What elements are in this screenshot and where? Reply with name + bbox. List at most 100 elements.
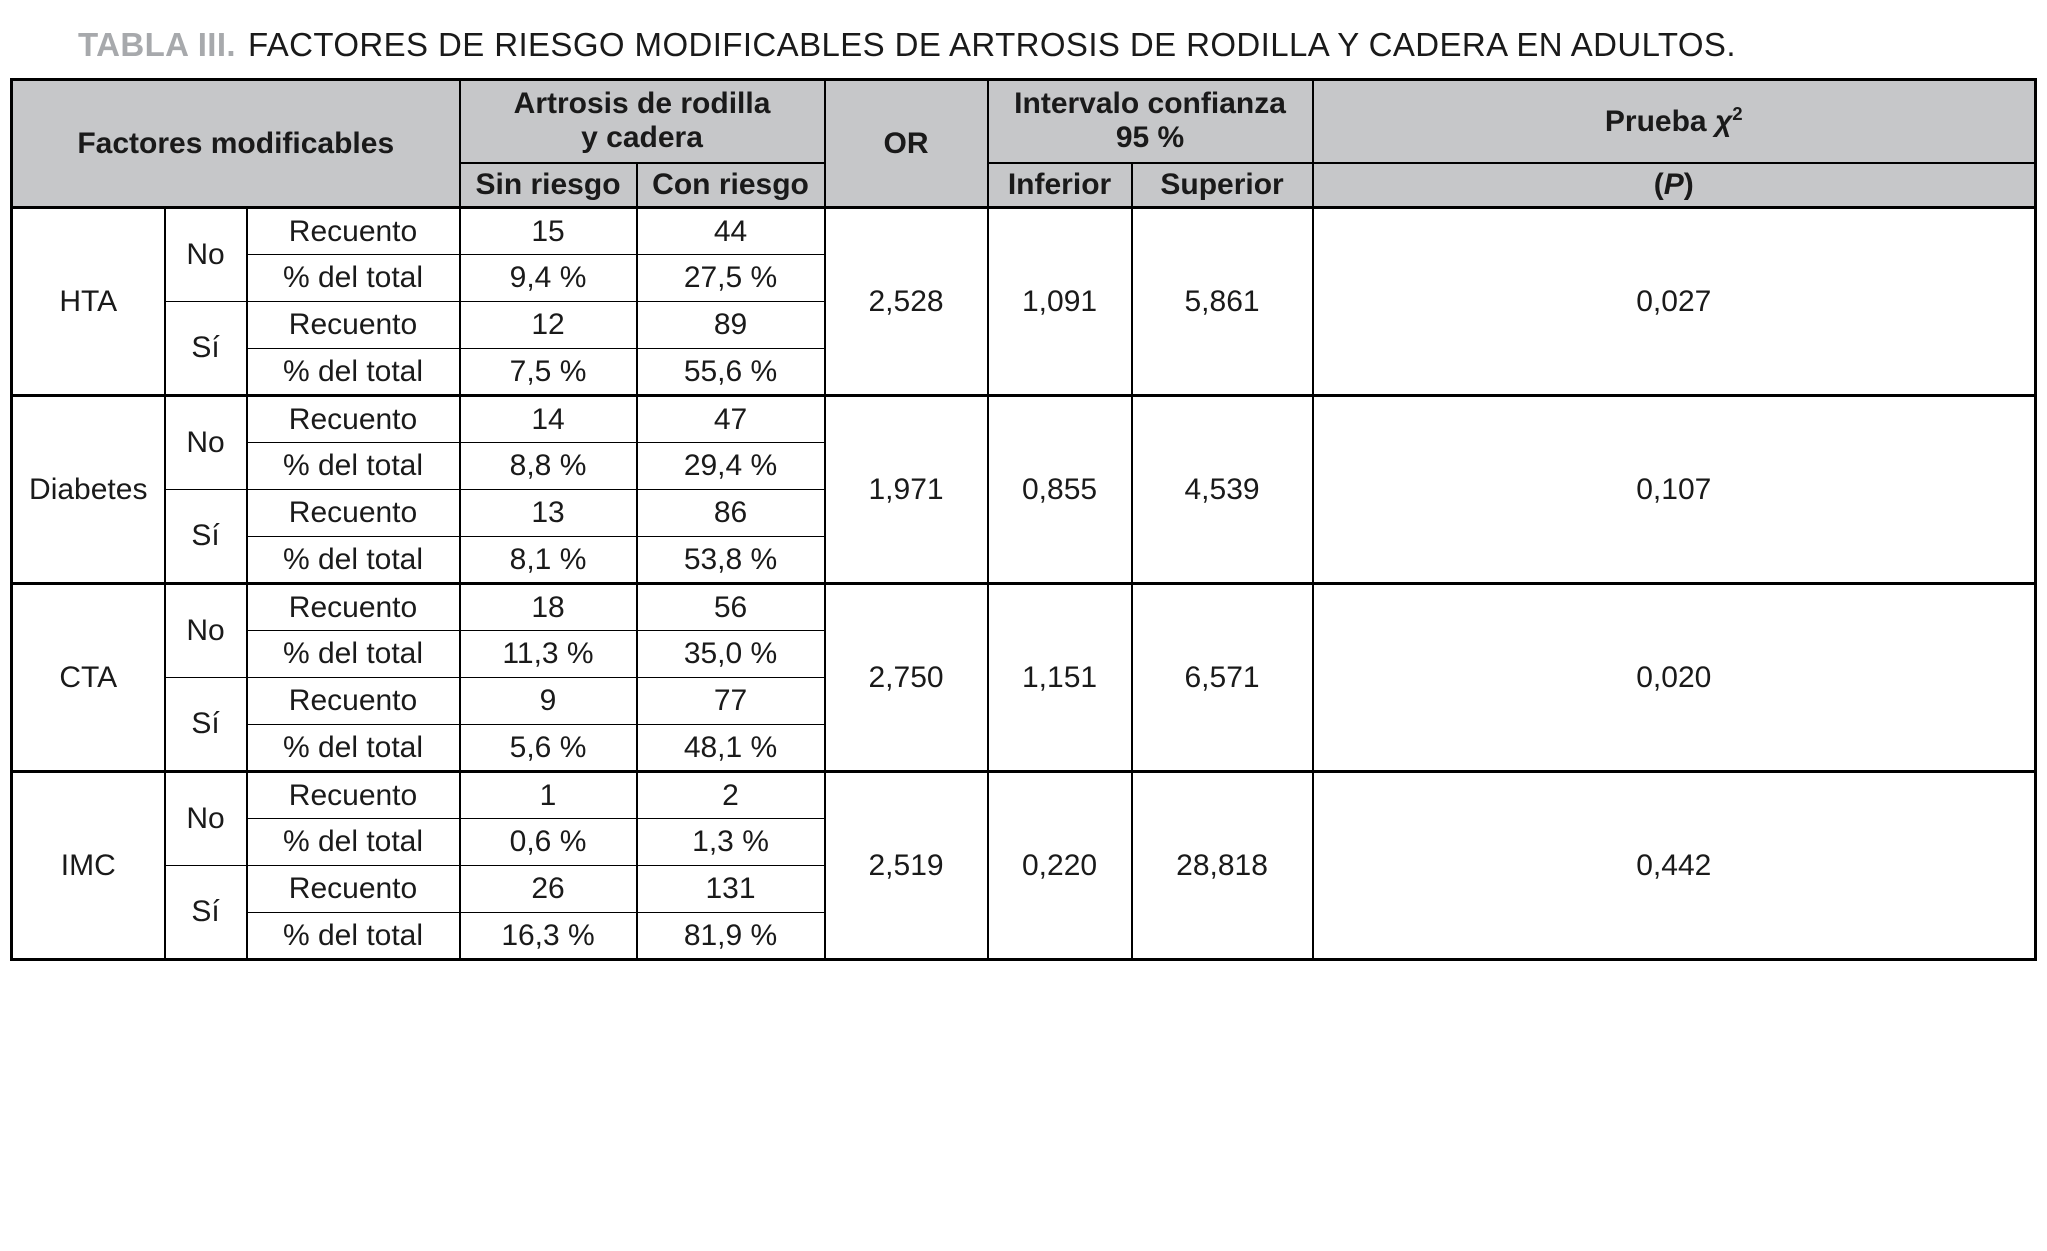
con-riesgo-value-cell: 27,5 % <box>635 254 826 302</box>
header-prueba-chi2: Prueba χ2 <box>1311 78 2037 164</box>
factor-cell: IMC <box>10 770 166 960</box>
header-factores-modificables: Factores modificables <box>10 78 461 209</box>
sin-riesgo-value-cell: 5,6 % <box>458 724 638 772</box>
si-label-cell: Sí <box>163 865 248 960</box>
ci-inferior-value-cell: 0,220 <box>986 770 1133 960</box>
table-row: % del total 8,8 % 29,4 % <box>12 442 2036 490</box>
chi-exponent: 2 <box>1732 103 1743 125</box>
con-riesgo-value-cell: 48,1 % <box>635 724 826 772</box>
ci-superior-value-cell: 28,818 <box>1130 770 1314 960</box>
header-artrosis: Artrosis de rodilla y cadera <box>458 78 826 164</box>
factor-cell: CTA <box>10 582 166 772</box>
header-inferior: Inferior <box>986 161 1133 209</box>
con-riesgo-value-cell: 131 <box>635 865 826 913</box>
header-intervalo-line1: Intervalo confianza <box>1014 86 1286 120</box>
si-label-cell: Sí <box>163 301 248 396</box>
table-row: % del total 16,3 % 81,9 % <box>12 912 2036 960</box>
p-value-cell: 0,107 <box>1311 394 2037 584</box>
con-riesgo-value-cell: 81,9 % <box>635 912 826 960</box>
no-label-cell: No <box>163 206 248 302</box>
con-riesgo-value-cell: 35,0 % <box>635 630 826 678</box>
con-riesgo-value-cell: 86 <box>635 489 826 537</box>
table-row: Diabetes No Recuento 14 47 1,971 0,855 4… <box>10 394 2037 584</box>
pct-label-cell: % del total <box>245 254 461 302</box>
con-riesgo-value-cell: 53,8 % <box>635 536 826 584</box>
sin-riesgo-value-cell: 9,4 % <box>458 254 638 302</box>
sin-riesgo-value-cell: 14 <box>458 394 638 443</box>
sin-riesgo-value-cell: 8,1 % <box>458 536 638 584</box>
table-row: % del total 11,3 % 35,0 % <box>12 630 2036 678</box>
header-p-value: (P) <box>1311 161 2037 209</box>
header-prueba-text: Prueba <box>1604 105 1707 139</box>
con-riesgo-value-cell: 44 <box>635 206 826 255</box>
table-row: Sí Recuento 12 89 <box>12 301 2036 396</box>
or-value-cell: 1,971 <box>823 394 989 584</box>
pct-label-cell: % del total <box>245 630 461 678</box>
header-superior: Superior <box>1130 161 1314 209</box>
sin-riesgo-value-cell: 11,3 % <box>458 630 638 678</box>
or-value-cell: 2,750 <box>823 582 989 772</box>
or-value-cell: 2,519 <box>823 770 989 960</box>
table-row: % del total 9,4 % 27,5 % <box>12 254 2036 302</box>
sin-riesgo-value-cell: 1 <box>458 770 638 819</box>
chi-symbol: χ <box>1714 105 1733 139</box>
table-row: % del total 7,5 % 55,6 % <box>12 348 2036 396</box>
sin-riesgo-value-cell: 13 <box>458 489 638 537</box>
factor-cell: HTA <box>10 206 166 396</box>
recuento-label-cell: Recuento <box>245 301 461 349</box>
no-label-cell: No <box>163 394 248 490</box>
header-artrosis-line1: Artrosis de rodilla <box>513 86 771 120</box>
factor-cell: Diabetes <box>10 394 166 584</box>
header-artrosis-line2: y cadera <box>581 121 703 155</box>
sin-riesgo-value-cell: 9 <box>458 677 638 725</box>
recuento-label-cell: Recuento <box>245 489 461 537</box>
si-label-cell: Sí <box>163 489 248 584</box>
header-row-main: Factores modificables Artrosis de rodill… <box>10 78 2037 209</box>
sin-riesgo-value-cell: 0,6 % <box>458 818 638 866</box>
ci-superior-value-cell: 6,571 <box>1130 582 1314 772</box>
con-riesgo-value-cell: 55,6 % <box>635 348 826 396</box>
con-riesgo-value-cell: 56 <box>635 582 826 631</box>
p-value-cell: 0,020 <box>1311 582 2037 772</box>
sin-riesgo-value-cell: 16,3 % <box>458 912 638 960</box>
table-row: HTA No Recuento 15 44 2,528 1,091 5,861 … <box>10 206 2037 396</box>
no-label-cell: No <box>163 770 248 866</box>
header-row-sub: Sin riesgo Con riesgo Inferior Superior … <box>12 161 2037 209</box>
ci-superior-value-cell: 5,861 <box>1130 206 1314 396</box>
or-value-cell: 2,528 <box>823 206 989 396</box>
recuento-label-cell: Recuento <box>245 770 461 819</box>
sin-riesgo-value-cell: 15 <box>458 206 638 255</box>
sin-riesgo-value-cell: 18 <box>458 582 638 631</box>
pct-label-cell: % del total <box>245 818 461 866</box>
table-number-label: TABLA III. <box>78 26 236 63</box>
header-intervalo-line2: 95 % <box>1115 121 1185 155</box>
header-or: OR <box>823 78 989 209</box>
p-symbol: P <box>1663 167 1684 201</box>
header-con-riesgo: Con riesgo <box>635 161 826 209</box>
table-caption: FACTORES DE RIESGO MODIFICABLES DE ARTRO… <box>247 26 1736 63</box>
sin-riesgo-value-cell: 8,8 % <box>458 442 638 490</box>
ci-inferior-value-cell: 1,091 <box>986 206 1133 396</box>
recuento-label-cell: Recuento <box>245 394 461 443</box>
p-open-paren: ( <box>1653 167 1664 201</box>
pct-label-cell: % del total <box>245 348 461 396</box>
ci-superior-value-cell: 4,539 <box>1130 394 1314 584</box>
page-title: TABLA III. FACTORES DE RIESGO MODIFICABLE… <box>78 26 2027 64</box>
con-riesgo-value-cell: 47 <box>635 394 826 443</box>
recuento-label-cell: Recuento <box>245 206 461 255</box>
table-header: Factores modificables Artrosis de rodill… <box>10 78 2037 209</box>
p-close-paren: ) <box>1683 167 1694 201</box>
header-sin-riesgo: Sin riesgo <box>458 161 638 209</box>
con-riesgo-value-cell: 77 <box>635 677 826 725</box>
con-riesgo-value-cell: 1,3 % <box>635 818 826 866</box>
table-row: IMC No Recuento 1 2 2,519 0,220 28,818 0… <box>10 770 2037 960</box>
table-row: % del total 0,6 % 1,3 % <box>12 818 2036 866</box>
no-label-cell: No <box>163 582 248 678</box>
risk-factors-table: Factores modificables Artrosis de rodill… <box>10 78 2037 961</box>
si-label-cell: Sí <box>163 677 248 772</box>
con-riesgo-value-cell: 89 <box>635 301 826 349</box>
p-value-cell: 0,442 <box>1311 770 2037 960</box>
ci-inferior-value-cell: 0,855 <box>986 394 1133 584</box>
pct-label-cell: % del total <box>245 912 461 960</box>
